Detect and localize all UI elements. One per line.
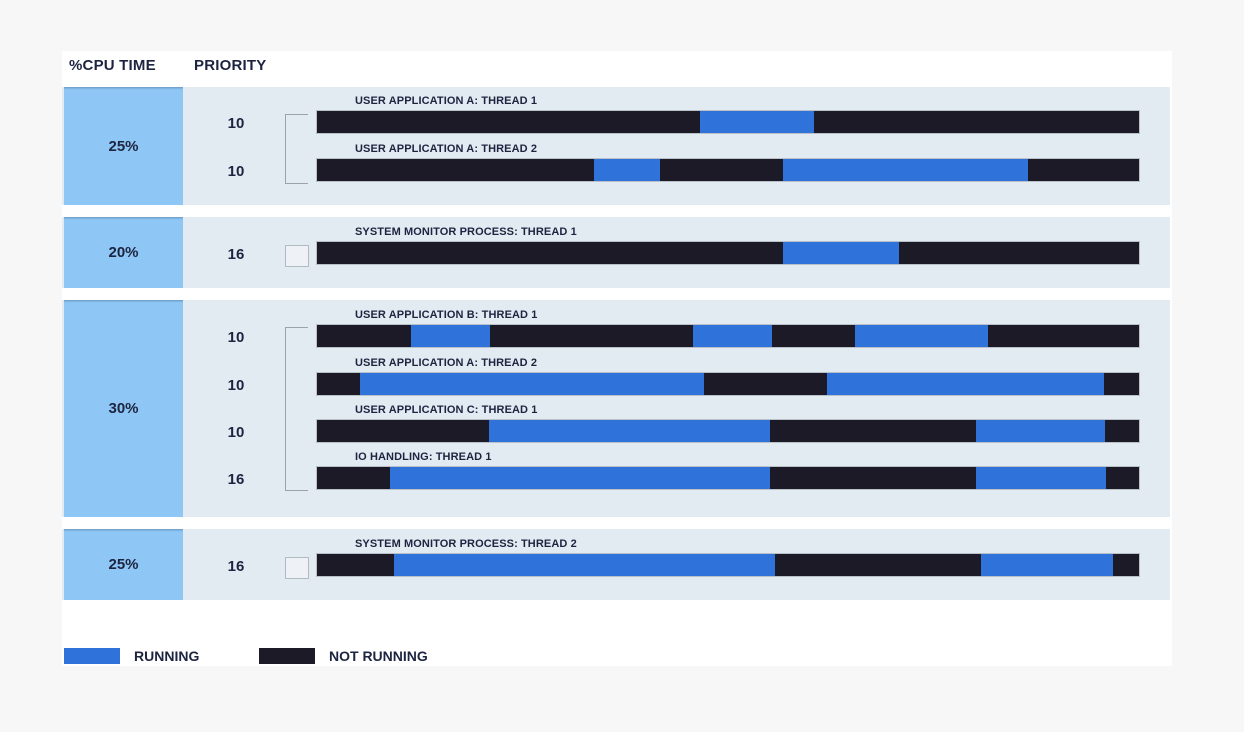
thread-row: 16 SYSTEM MONITOR PROCESS: THREAD 2 xyxy=(62,535,1170,581)
running-segment xyxy=(976,467,1107,489)
not-running-segment xyxy=(659,159,784,181)
not-running-segment xyxy=(898,242,1139,264)
group-bracket xyxy=(285,327,308,491)
not-running-segment xyxy=(317,373,360,395)
thread-label: USER APPLICATION B: THREAD 1 xyxy=(355,309,538,321)
running-segment xyxy=(855,325,988,347)
running-segment xyxy=(981,554,1113,576)
not-running-segment xyxy=(774,554,982,576)
thread-scheduling-diagram: %CPU TIME PRIORITY 25% 10 USER APPLICATI… xyxy=(62,51,1172,666)
cpu-time-cell: 30% xyxy=(64,300,183,517)
group-bracket xyxy=(285,114,308,184)
running-segment xyxy=(692,325,773,347)
group-marker xyxy=(285,245,309,267)
timeline-bar xyxy=(317,467,1139,489)
running-segment xyxy=(410,325,491,347)
timeline-bar xyxy=(317,554,1139,576)
thread-label: USER APPLICATION C: THREAD 1 xyxy=(355,404,538,416)
not-running-segment xyxy=(1112,554,1139,576)
group-3: 30% 10 USER APPLICATION B: THREAD 1 10 U… xyxy=(62,300,1170,517)
legend-not-running-label: NOT RUNNING xyxy=(329,648,428,664)
not-running-segment xyxy=(704,373,827,395)
not-running-segment xyxy=(814,111,1139,133)
priority-value: 16 xyxy=(227,246,245,263)
cpu-time-cell: 25% xyxy=(64,87,183,205)
thread-row: 16 IO HANDLING: THREAD 1 xyxy=(62,448,1170,494)
not-running-segment xyxy=(1105,420,1139,442)
thread-row: 10 USER APPLICATION C: THREAD 1 xyxy=(62,401,1170,447)
timeline-bar xyxy=(317,159,1139,181)
not-running-segment xyxy=(317,159,594,181)
priority-value: 10 xyxy=(227,115,245,132)
priority-value: 16 xyxy=(227,558,245,575)
thread-label: USER APPLICATION A: THREAD 1 xyxy=(355,95,538,107)
thread-row: 10 USER APPLICATION A: THREAD 2 xyxy=(62,140,1170,186)
running-segment xyxy=(394,554,775,576)
running-segment xyxy=(488,420,770,442)
not-running-segment xyxy=(317,242,784,264)
thread-row: 16 SYSTEM MONITOR PROCESS: THREAD 1 xyxy=(62,223,1170,269)
running-segment xyxy=(783,242,899,264)
not-running-segment xyxy=(769,467,977,489)
thread-label: SYSTEM MONITOR PROCESS: THREAD 2 xyxy=(355,538,577,550)
group-marker xyxy=(285,557,309,579)
timeline-bar xyxy=(317,242,1139,264)
not-running-segment xyxy=(317,554,395,576)
thread-label: USER APPLICATION A: THREAD 2 xyxy=(355,143,538,155)
not-running-segment xyxy=(769,420,977,442)
running-segment xyxy=(359,373,705,395)
timeline-bar xyxy=(317,420,1139,442)
group-1: 25% 10 USER APPLICATION A: THREAD 1 10 U… xyxy=(62,87,1170,205)
not-running-segment xyxy=(1028,159,1139,181)
thread-row: 10 USER APPLICATION A: THREAD 2 xyxy=(62,354,1170,400)
cpu-time-cell: 25% xyxy=(64,529,183,600)
running-swatch xyxy=(64,648,120,664)
cpu-time-cell: 20% xyxy=(64,217,183,288)
legend: RUNNING NOT RUNNING xyxy=(62,647,662,665)
running-segment xyxy=(826,373,1105,395)
priority-value: 10 xyxy=(227,329,245,346)
legend-running-label: RUNNING xyxy=(134,648,200,664)
thread-label: USER APPLICATION A: THREAD 2 xyxy=(355,357,538,369)
not-running-segment xyxy=(317,467,391,489)
not-running-segment xyxy=(1106,467,1139,489)
cpu-time-header: %CPU TIME xyxy=(69,57,156,74)
thread-row: 10 USER APPLICATION B: THREAD 1 xyxy=(62,306,1170,352)
not-running-segment xyxy=(490,325,693,347)
priority-value: 16 xyxy=(227,471,245,488)
running-segment xyxy=(390,467,770,489)
priority-value: 10 xyxy=(227,424,245,441)
not-running-segment xyxy=(317,325,411,347)
not-running-segment xyxy=(317,111,701,133)
group-4: 25% 16 SYSTEM MONITOR PROCESS: THREAD 2 xyxy=(62,529,1170,600)
thread-label: SYSTEM MONITOR PROCESS: THREAD 1 xyxy=(355,226,577,238)
timeline-bar xyxy=(317,373,1139,395)
thread-row: 10 USER APPLICATION A: THREAD 1 xyxy=(62,92,1170,138)
group-2: 20% 16 SYSTEM MONITOR PROCESS: THREAD 1 xyxy=(62,217,1170,288)
not-running-segment xyxy=(987,325,1139,347)
timeline-bar xyxy=(317,111,1139,133)
timeline-bar xyxy=(317,325,1139,347)
not-running-segment xyxy=(772,325,856,347)
running-segment xyxy=(976,420,1106,442)
not-running-segment xyxy=(1104,373,1139,395)
running-segment xyxy=(594,159,660,181)
running-segment xyxy=(700,111,815,133)
priority-value: 10 xyxy=(227,163,245,180)
thread-label: IO HANDLING: THREAD 1 xyxy=(355,451,492,463)
not-running-swatch xyxy=(259,648,315,664)
priority-value: 10 xyxy=(227,377,245,394)
priority-header: PRIORITY xyxy=(194,57,267,74)
running-segment xyxy=(783,159,1028,181)
not-running-segment xyxy=(317,420,489,442)
